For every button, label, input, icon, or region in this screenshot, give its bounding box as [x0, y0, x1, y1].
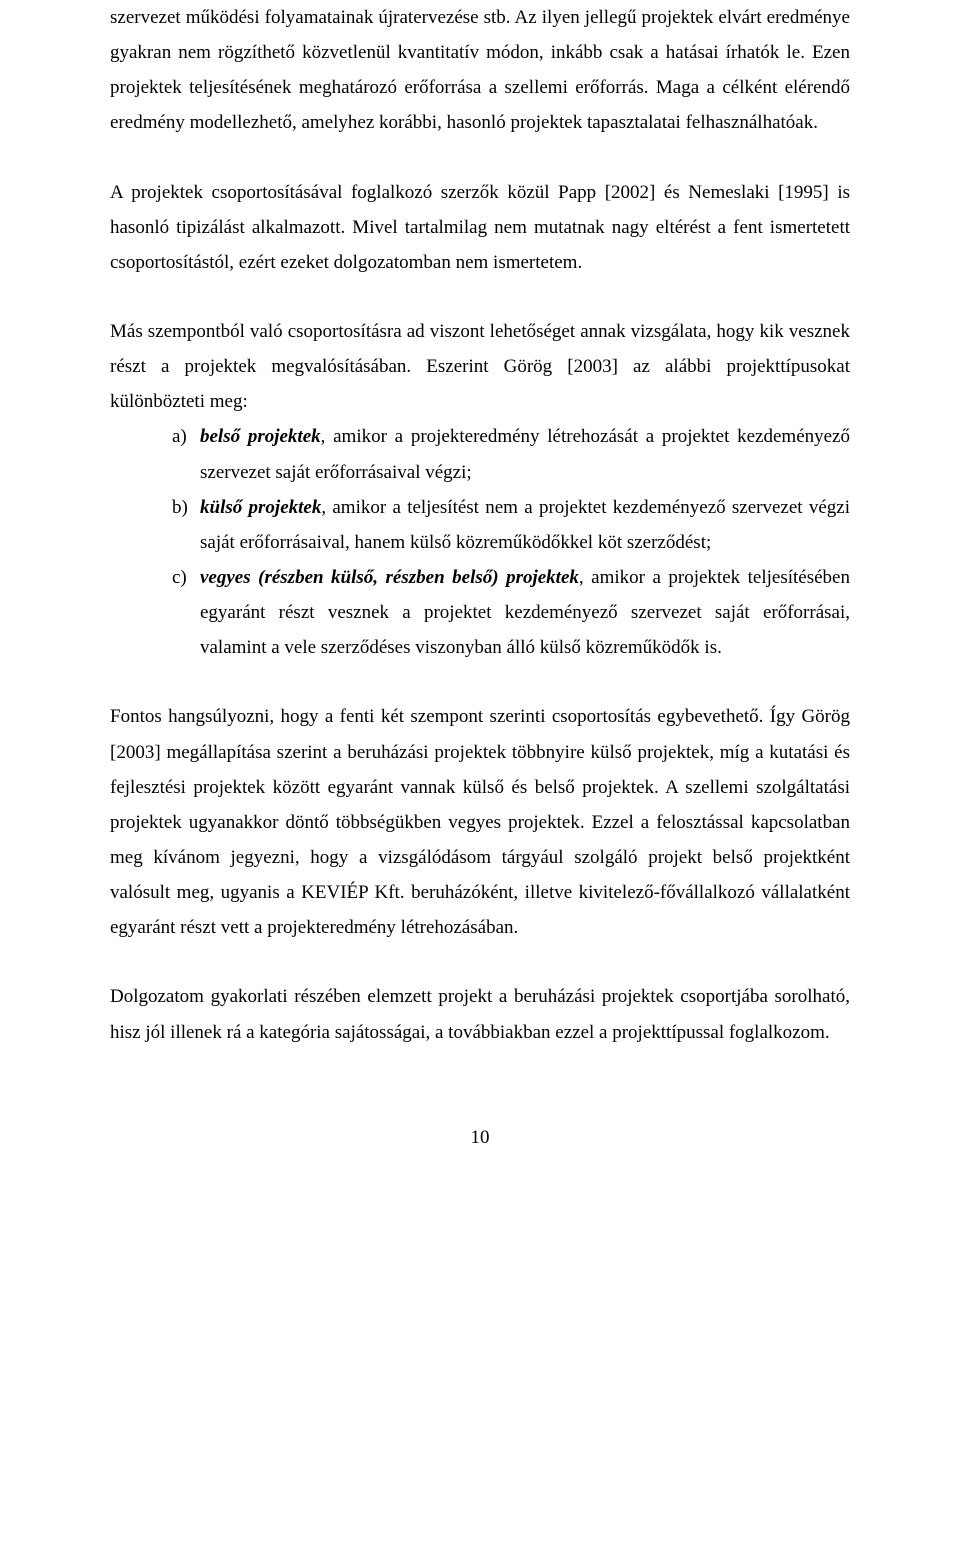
list-marker: b) — [172, 490, 200, 525]
list-lead: külső projektek — [200, 497, 321, 518]
list-lead: vegyes (részben külső, részben belső) pr… — [200, 567, 579, 588]
document-page: szervezet működési folyamatainak újrater… — [0, 0, 960, 1195]
list-marker: c) — [172, 560, 200, 595]
paragraph: Más szempontból való csoportosításra ad … — [110, 314, 850, 419]
list-item: b)külső projektek, amikor a teljesítést … — [110, 490, 850, 560]
list-marker: a) — [172, 419, 200, 454]
paragraph: A projektek csoportosításával foglalkozó… — [110, 175, 850, 280]
paragraph: Fontos hangsúlyozni, hogy a fenti két sz… — [110, 699, 850, 945]
page-number: 10 — [110, 1120, 850, 1195]
paragraph: Dolgozatom gyakorlati részében elemzett … — [110, 979, 850, 1049]
ordered-list: a)belső projektek, amikor a projekteredm… — [110, 419, 850, 665]
list-item: a)belső projektek, amikor a projekteredm… — [110, 419, 850, 489]
list-lead: belső projektek — [200, 426, 321, 447]
paragraph: szervezet működési folyamatainak újrater… — [110, 0, 850, 141]
list-item: c)vegyes (részben külső, részben belső) … — [110, 560, 850, 665]
